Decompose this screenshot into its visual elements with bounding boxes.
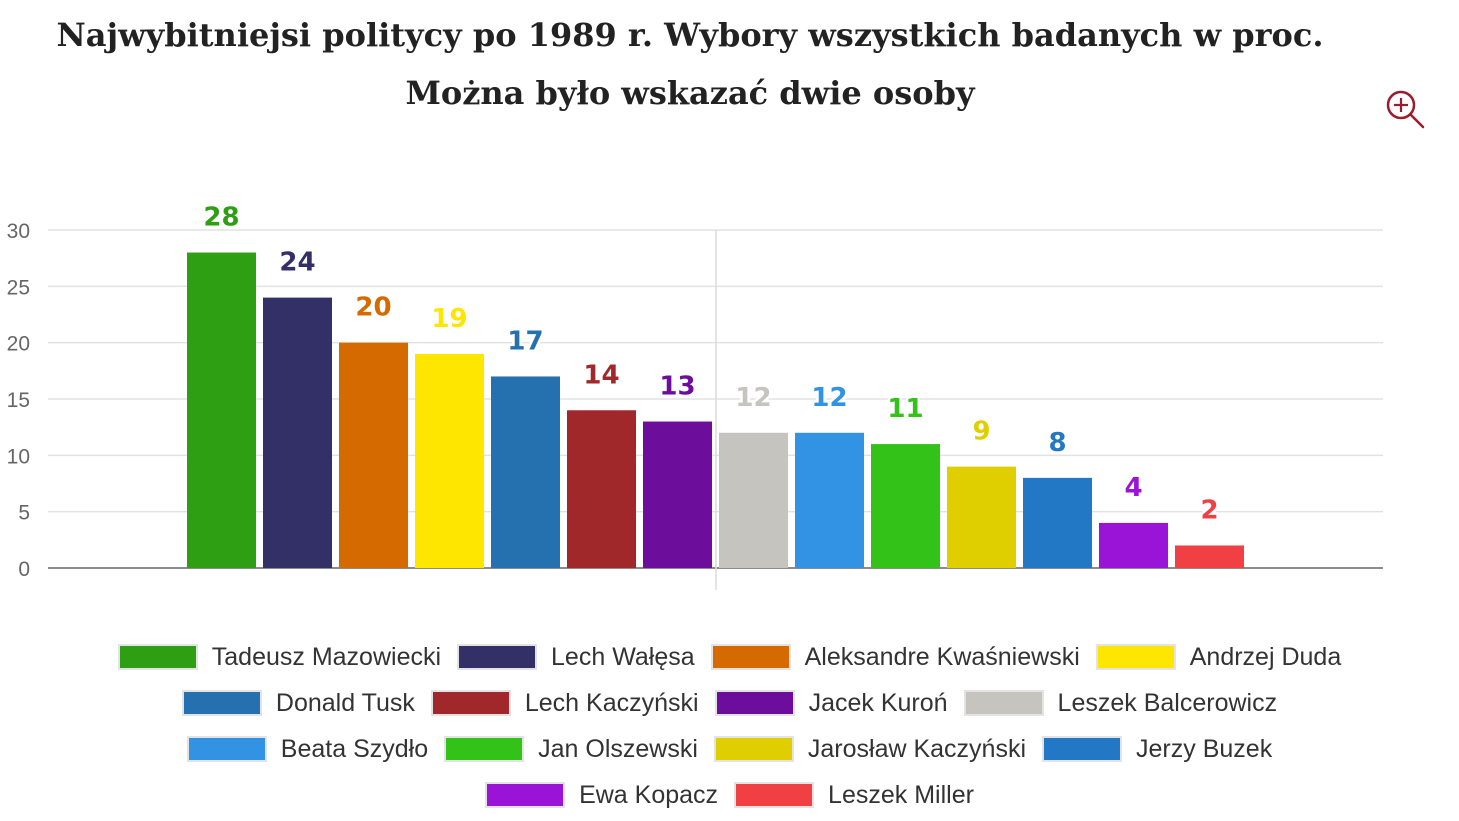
- legend-label: Aleksandre Kwaśniewski: [804, 642, 1080, 671]
- bar-jerzy-buzek[interactable]: [1023, 477, 1092, 568]
- legend-label: Leszek Miller: [828, 780, 974, 809]
- legend-item[interactable]: Jan Olszewski: [444, 735, 698, 764]
- data-label: 12: [811, 383, 847, 413]
- legend-item[interactable]: Jarosław Kaczyński: [713, 734, 1027, 764]
- bar-jan-olszewski[interactable]: [871, 444, 940, 568]
- data-label: 9: [972, 417, 990, 447]
- data-label: 2: [1200, 495, 1218, 525]
- zoom-in-icon[interactable]: [1384, 88, 1426, 130]
- legend-label: Leszek Balcerowicz: [1057, 688, 1278, 717]
- y-tick-label: 25: [7, 276, 30, 299]
- data-label: 28: [203, 203, 239, 233]
- legend-label: Jan Olszewski: [538, 734, 698, 763]
- data-label: 17: [507, 326, 543, 356]
- legend-swatch: [714, 690, 795, 716]
- bar-tadeusz-mazowiecki[interactable]: [187, 252, 256, 568]
- data-label: 8: [1048, 428, 1066, 458]
- legend-label: Ewa Kopacz: [579, 780, 719, 809]
- chart-title: Najwybitniejsi politycy po 1989 r. Wybor…: [56, 16, 1324, 112]
- legend-item[interactable]: Lech Wałęsa: [457, 643, 695, 672]
- y-tick-label: 0: [18, 558, 30, 581]
- legend-swatch: [963, 690, 1044, 716]
- legend-swatch: [713, 736, 794, 762]
- legend-item[interactable]: Jacek Kuroń: [714, 688, 948, 718]
- data-label: 24: [279, 248, 315, 278]
- legend-item[interactable]: Jerzy Buzek: [1042, 735, 1272, 764]
- legend-swatch: [457, 644, 538, 670]
- bar-jarosław-kaczyński[interactable]: [947, 466, 1016, 568]
- legend-swatch: [117, 644, 198, 670]
- legend-swatch: [1095, 644, 1176, 670]
- legend-item[interactable]: Leszek Miller: [734, 781, 974, 810]
- legend-item[interactable]: Donald Tusk: [181, 688, 415, 718]
- legend-swatch: [1042, 736, 1123, 762]
- legend-item[interactable]: Aleksandre Kwaśniewski: [710, 642, 1080, 672]
- data-label: 11: [887, 394, 923, 424]
- legend-label: Beata Szydło: [280, 734, 429, 763]
- bar-jacek-kuroń[interactable]: [643, 421, 712, 568]
- bar-donald-tusk[interactable]: [491, 376, 560, 568]
- legend-label: Jacek Kuroń: [808, 688, 948, 717]
- data-label: 13: [659, 372, 695, 402]
- legend-row: Beata Szydło Jan Olszewski Jarosław Kaczyń…: [0, 726, 1459, 772]
- legend-item[interactable]: Lech Kaczyński: [430, 688, 699, 718]
- bar-lech-wałęsa[interactable]: [263, 297, 332, 568]
- legend-item[interactable]: Leszek Balcerowicz: [963, 688, 1278, 718]
- y-tick-label: 5: [18, 502, 30, 525]
- legend-label: Donald Tusk: [275, 688, 415, 717]
- legend-row: Tadeusz Mazowiecki Lech Wałęsa Aleksandre …: [0, 634, 1459, 680]
- legend-label: Lech Kaczyński: [524, 688, 699, 717]
- data-label: 4: [1124, 473, 1142, 503]
- y-tick-label: 20: [7, 333, 30, 356]
- legend-swatch: [710, 644, 791, 670]
- y-tick-label: 10: [7, 445, 30, 468]
- data-label: 19: [431, 304, 467, 334]
- bar-leszek-balcerowicz[interactable]: [719, 432, 788, 568]
- legend-label: Jerzy Buzek: [1136, 734, 1273, 763]
- legend-label: Andrzej Duda: [1189, 642, 1342, 671]
- chart-legend: Tadeusz Mazowiecki Lech Wałęsa Aleksandre …: [0, 634, 1459, 818]
- legend-swatch: [444, 736, 525, 762]
- bar-beata-szydło[interactable]: [795, 432, 864, 568]
- legend-swatch: [181, 690, 262, 716]
- y-tick-label: 30: [7, 220, 30, 243]
- legend-row: Donald Tusk Lech Kaczyński Jacek Kuroń Lesz…: [0, 680, 1459, 726]
- bar-leszek-miller[interactable]: [1175, 545, 1244, 568]
- legend-swatch: [734, 782, 815, 808]
- data-label: 20: [355, 293, 391, 323]
- legend-label: Jarosław Kaczyński: [807, 734, 1027, 763]
- bar-andrzej-duda[interactable]: [415, 353, 484, 568]
- legend-swatch: [186, 736, 267, 762]
- data-label: 14: [583, 360, 619, 390]
- legend-item[interactable]: Ewa Kopacz: [485, 781, 718, 810]
- legend-item[interactable]: Andrzej Duda: [1095, 642, 1342, 672]
- legend-label: Lech Wałęsa: [551, 642, 695, 671]
- data-label: 12: [735, 383, 771, 413]
- y-tick-label: 15: [7, 389, 30, 412]
- legend-item[interactable]: Tadeusz Mazowiecki: [117, 642, 442, 672]
- bar-chart: 0 5 10 15 20 25 30 28 24 20 19 17 14 13 12 12 11 9 8 4 2: [7, 200, 1383, 590]
- legend-item[interactable]: Beata Szydło: [186, 734, 429, 764]
- legend-row: Ewa Kopacz Leszek Miller: [0, 772, 1459, 818]
- legend-swatch: [485, 782, 566, 808]
- bar-lech-kaczyński[interactable]: [567, 410, 636, 568]
- bar-aleksandre-kwaśniewski[interactable]: [339, 342, 408, 568]
- legend-swatch: [430, 690, 511, 716]
- bar-ewa-kopacz[interactable]: [1099, 522, 1168, 568]
- legend-label: Tadeusz Mazowiecki: [211, 642, 442, 671]
